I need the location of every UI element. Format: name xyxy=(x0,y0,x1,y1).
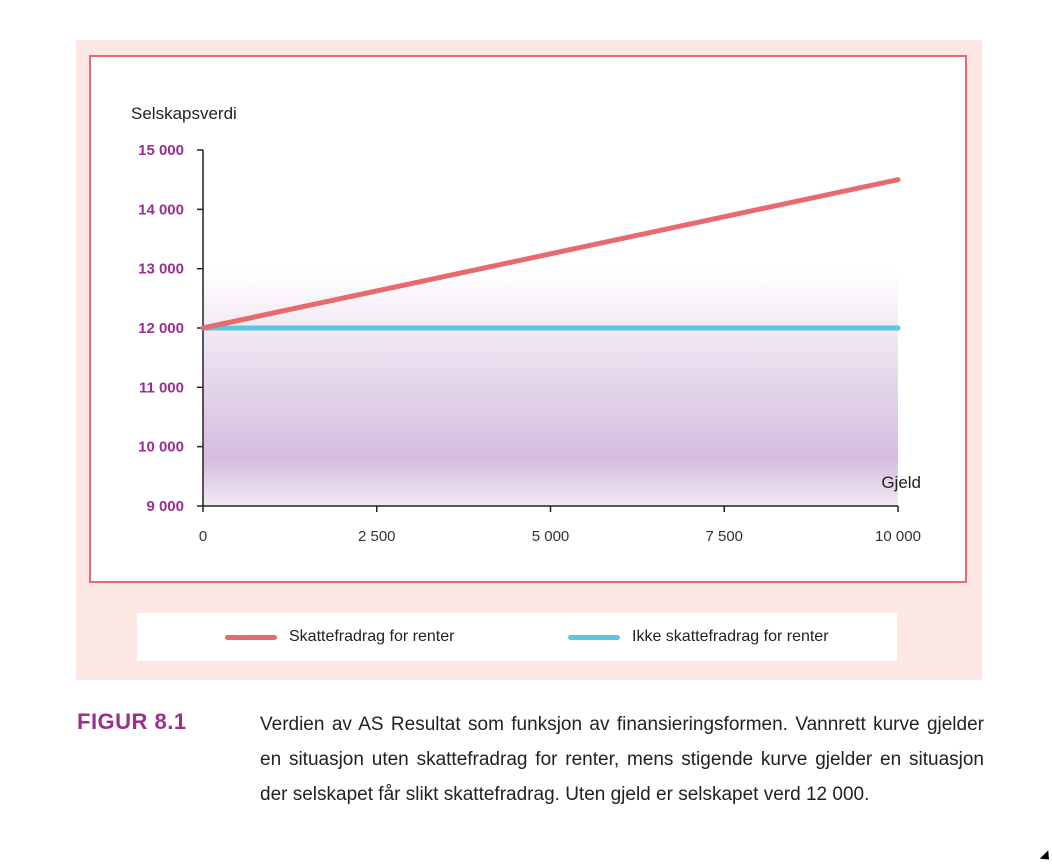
series-line-skattefradrag-for-renter xyxy=(200,177,901,331)
y-tick-label: 15 000 xyxy=(138,142,184,159)
legend-swatch-skattefradrag xyxy=(225,634,277,640)
x-tick-label: 7 500 xyxy=(705,528,743,545)
shaded-area xyxy=(203,268,898,506)
legend-label-ikke-skattefradrag: Ikke skattefradrag for renter xyxy=(632,628,829,645)
x-ticks: 0 2 500 5 000 7 500 10 000 xyxy=(199,506,921,545)
figure-caption: Verdien av AS Resultat som funksjon av f… xyxy=(260,714,984,805)
legend-swatch-ikke-skattefradrag xyxy=(568,634,620,640)
x-axis-title: Gjeld xyxy=(881,473,921,492)
y-tick-label: 12 000 xyxy=(138,320,184,337)
y-axis-title: Selskapsverdi xyxy=(131,104,237,123)
legend-item-skattefradrag: Skattefradrag for renter xyxy=(225,613,454,661)
x-tick-label: 0 xyxy=(199,528,207,545)
series-lines xyxy=(200,177,901,331)
y-tick-label: 10 000 xyxy=(138,439,184,456)
figure-label: FIGUR 8.1 xyxy=(77,709,187,734)
legend-item-ikke-skattefradrag: Ikke skattefradrag for renter xyxy=(568,613,829,661)
y-tick-label: 9 000 xyxy=(146,498,184,515)
x-tick-label: 10 000 xyxy=(875,528,921,545)
x-tick-label: 5 000 xyxy=(532,528,570,545)
legend-label-skattefradrag: Skattefradrag for renter xyxy=(289,628,455,645)
legend: Skattefradrag for renter Ikke skattefrad… xyxy=(137,613,897,661)
x-tick-label: 2 500 xyxy=(358,528,396,545)
y-tick-label: 11 000 xyxy=(139,379,184,396)
y-ticks: 9 000 10 000 11 000 12 000 13 000 14 000 15 00… xyxy=(138,142,203,515)
y-tick-label: 14 000 xyxy=(138,201,184,218)
y-tick-label: 13 000 xyxy=(138,261,184,278)
